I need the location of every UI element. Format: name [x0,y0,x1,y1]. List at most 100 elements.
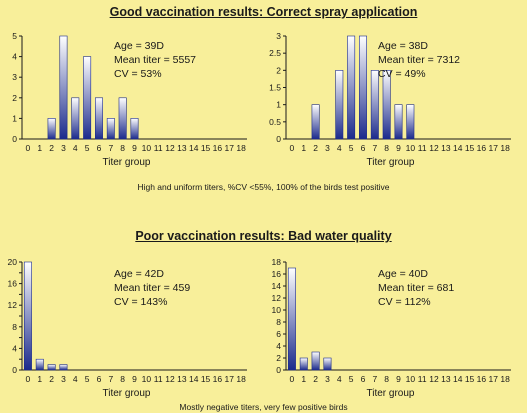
y-tick-label: 2.5 [269,48,281,58]
x-tick-label: 9 [132,143,137,153]
stat-line: Age = 38D [378,40,428,52]
bar-titer-2 [311,351,320,371]
y-tick-label: 8 [12,322,17,332]
x-tick-label: 17 [489,374,499,384]
bar-titer-7 [106,118,115,140]
bar-titer-1 [35,358,44,371]
x-tick-label: 5 [85,143,90,153]
x-tick-label: 8 [120,143,125,153]
x-tick-label: 0 [290,143,295,153]
bar-titer-4 [335,70,344,140]
x-tick-label: 10 [406,143,416,153]
y-tick-label: 8 [276,317,281,327]
x-tick-label: 5 [85,374,90,384]
x-tick-label: 12 [429,374,439,384]
x-tick-label: 6 [97,143,102,153]
stat-line: Mean titer = 7312 [378,54,460,66]
x-tick-label: 2 [49,143,54,153]
stat-line: Mean titer = 459 [114,282,190,294]
x-axis-label: Titer group [103,157,151,168]
x-axis-label: Titer group [103,388,151,399]
x-tick-label: 3 [325,374,330,384]
bar-titer-10 [406,104,415,140]
x-tick-label: 17 [225,143,235,153]
x-tick-label: 7 [372,143,377,153]
x-tick-label: 13 [177,374,187,384]
x-tick-label: 10 [406,374,416,384]
x-tick-label: 11 [154,143,163,153]
x-tick-label: 2 [313,143,318,153]
x-tick-label: 14 [453,143,463,153]
x-tick-label: 14 [189,143,199,153]
x-tick-label: 8 [384,143,389,153]
y-tick-label: 1.5 [269,83,281,93]
x-tick-label: 9 [396,374,401,384]
x-tick-label: 8 [384,374,389,384]
y-tick-label: 0 [12,134,17,144]
caption-poor: Mostly negative titers, very few positiv… [179,402,348,412]
y-tick-label: 2 [12,93,17,103]
bar-titer-5 [83,56,92,140]
bar-titer-6 [95,97,103,140]
y-tick-label: 2 [276,65,281,75]
bar-titer-9 [394,104,403,140]
x-axis-label: Titer group [367,388,415,399]
bar-titer-3 [323,357,332,371]
stat-line: CV = 53% [114,68,162,80]
stat-line: CV = 112% [378,296,431,308]
x-tick-label: 4 [337,143,342,153]
y-tick-label: 1 [12,113,17,123]
x-tick-label: 15 [465,143,475,153]
x-tick-label: 6 [361,374,366,384]
x-tick-label: 13 [441,143,451,153]
x-tick-label: 2 [313,374,318,384]
y-tick-label: 1 [276,100,281,110]
y-tick-label: 10 [272,305,282,315]
x-tick-label: 18 [500,374,510,384]
y-tick-label: 5 [12,31,17,41]
bar-titer-3 [59,35,68,140]
y-tick-label: 18 [272,257,282,267]
x-tick-label: 12 [429,143,439,153]
stat-line: CV = 49% [378,68,426,80]
y-tick-label: 16 [8,279,18,289]
y-tick-label: 4 [12,343,17,353]
y-tick-label: 3 [276,31,281,41]
bar-titer-8 [382,70,391,140]
x-tick-label: 3 [61,143,66,153]
x-tick-label: 0 [290,374,295,384]
stat-line: CV = 143% [114,296,167,308]
x-tick-label: 1 [37,143,42,153]
y-tick-label: 12 [272,293,282,303]
x-axis-label: Titer group [367,157,415,168]
x-tick-label: 16 [213,374,223,384]
x-tick-label: 17 [489,143,499,153]
x-tick-label: 6 [97,374,102,384]
x-tick-label: 8 [120,374,125,384]
y-tick-label: 20 [8,257,18,267]
x-tick-label: 10 [142,143,152,153]
x-tick-label: 2 [49,374,54,384]
x-tick-label: 11 [418,143,427,153]
stat-line: Age = 40D [378,268,428,280]
x-tick-label: 4 [73,143,78,153]
x-tick-label: 1 [37,374,42,384]
bar-titer-6 [359,35,367,140]
stat-line: Mean titer = 5557 [114,54,196,66]
bar-titer-3 [59,364,68,371]
y-tick-label: 0 [12,365,17,375]
x-tick-label: 18 [236,143,246,153]
x-tick-label: 10 [142,374,152,384]
x-tick-label: 15 [465,374,475,384]
x-tick-label: 5 [349,374,354,384]
x-tick-label: 7 [372,374,377,384]
bar-titer-4 [71,97,80,140]
x-tick-label: 14 [189,374,199,384]
x-tick-label: 16 [213,143,223,153]
y-tick-label: 12 [8,300,18,310]
x-tick-label: 7 [108,374,113,384]
x-tick-label: 14 [453,374,463,384]
x-tick-label: 11 [154,374,163,384]
y-tick-label: 0.5 [269,117,281,127]
